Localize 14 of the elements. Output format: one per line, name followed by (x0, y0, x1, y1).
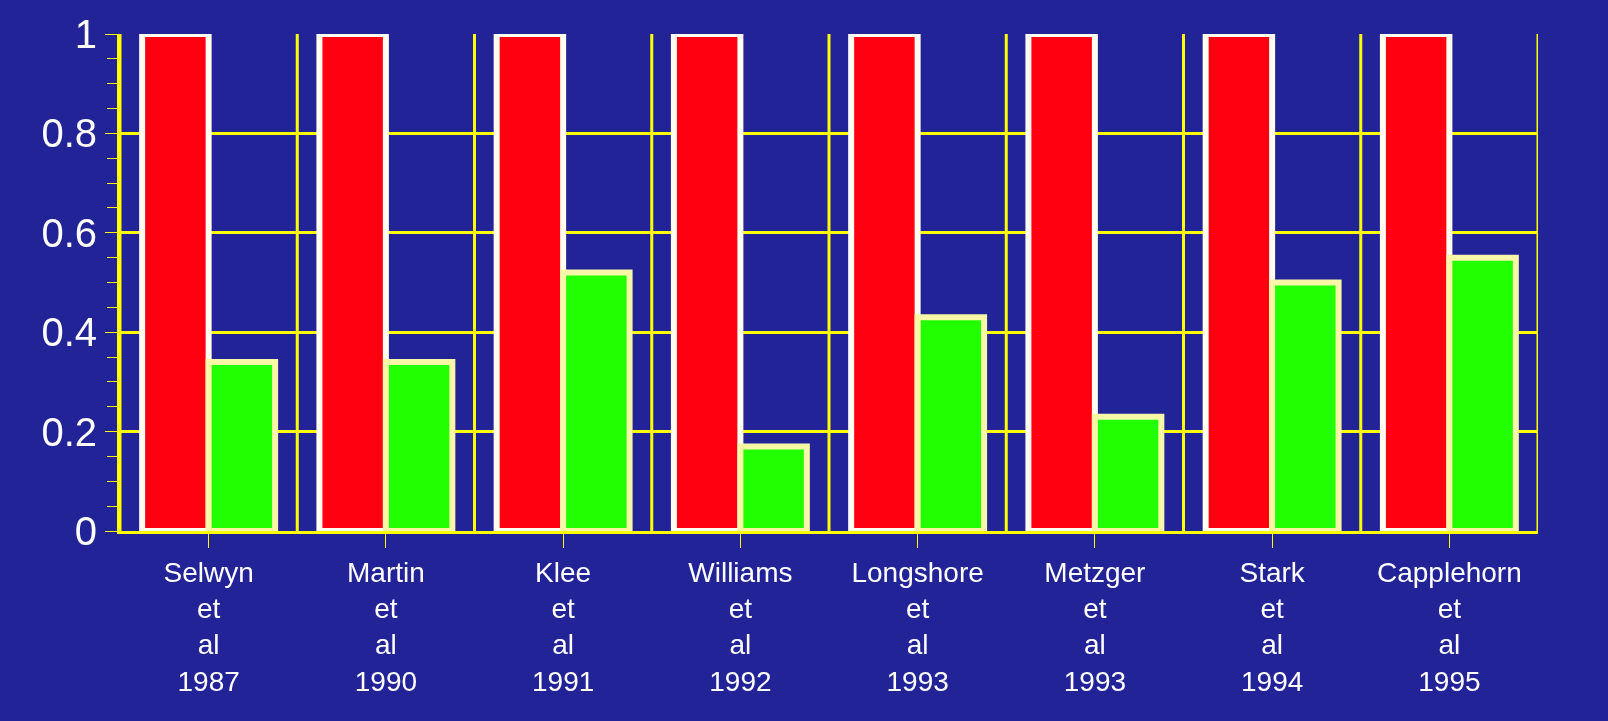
y-tick-label: 1 (74, 12, 97, 56)
x-tick-label: Selwyn et al 1987 (163, 556, 254, 697)
x-tick-label: Metzger et al 1993 (1044, 556, 1146, 697)
x-tick-label: Longshore et al 1993 (851, 556, 984, 697)
y-tick-label: 0.2 (41, 409, 97, 454)
x-tick-label: Capplehorn et al 1995 (1376, 556, 1522, 697)
y-tick-label: 0.8 (41, 111, 97, 156)
y-tick-label: 0 (74, 509, 97, 553)
x-tick-label: Stark et al 1994 (1239, 556, 1306, 697)
y-tick-label: 0.4 (41, 310, 97, 355)
x-tick-label: Williams et al 1992 (688, 556, 793, 697)
y-tick-label: 0.6 (41, 210, 97, 255)
x-tick-label: Martin et al 1990 (346, 556, 425, 697)
x-tick-label: Klee et al 1991 (531, 556, 595, 697)
